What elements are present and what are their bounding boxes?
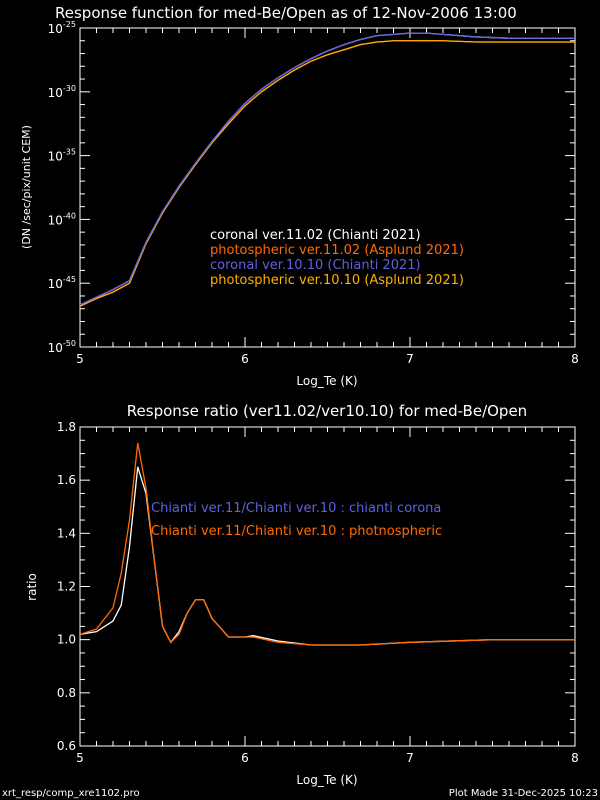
legend-entry: coronal ver.11.02 (Chianti 2021) [210, 228, 421, 243]
top-legend: coronal ver.11.02 (Chianti 2021) photosp… [210, 228, 464, 288]
top-chart-ylabel: (DN /sec/pix/unit CEM) [20, 125, 33, 249]
legend-entry: Chianti ver.11/Chianti ver.10 : chianti … [151, 501, 441, 516]
bottom-chart-ylabel: ratio [25, 573, 39, 601]
top-y-tick-label: 10-25 [48, 20, 76, 36]
bottom-x-tick-label: 6 [241, 751, 249, 765]
footer-right: Plot Made 31-Dec-2025 10:23 [449, 788, 598, 799]
legend-entry: coronal ver.10.10 (Chianti 2021) [210, 258, 421, 273]
top-y-tick-label: 10-35 [48, 148, 76, 164]
legend-entry: Chianti ver.11/Chianti ver.10 : photnosp… [151, 524, 442, 539]
bottom-legend: Chianti ver.11/Chianti ver.10 : chianti … [151, 501, 442, 539]
legend-entry: photospheric ver.10.10 (Asplund 2021) [210, 273, 464, 288]
bottom-y-tick-label: 0.8 [57, 686, 76, 700]
top-y-tick-label: 10-50 [48, 339, 76, 355]
bottom-chart-title: Response ratio (ver11.02/ver10.10) for m… [127, 402, 527, 420]
top-y-tick-label: 10-40 [48, 211, 76, 227]
bottom-series-line [79, 442, 575, 646]
footer-left: xrt_resp/comp_xre1102.pro [2, 788, 140, 799]
bottom-y-tick-label: 1.0 [57, 633, 76, 647]
bottom-plot-frame [79, 426, 576, 747]
bottom-y-tick-label: 0.6 [57, 739, 76, 753]
bottom-y-tick-label: 1.6 [57, 473, 76, 487]
top-x-tick-label: 5 [76, 352, 84, 366]
bottom-y-tick-label: 1.4 [57, 526, 76, 540]
top-x-tick-label: 7 [406, 352, 414, 366]
bottom-x-tick-label: 7 [406, 751, 414, 765]
bottom-y-tick-label: 1.2 [57, 580, 76, 594]
top-y-tick-label: 10-45 [48, 275, 76, 291]
top-chart-title: Response function for med-Be/Open as of … [55, 4, 517, 22]
top-series-line [79, 32, 575, 306]
bottom-x-tick-label: 8 [571, 751, 579, 765]
top-chart-xlabel: Log_Te (K) [296, 374, 357, 388]
bottom-x-tick-label: 5 [76, 751, 84, 765]
top-y-tick-label: 10-30 [48, 84, 76, 100]
legend-entry: photospheric ver.11.02 (Asplund 2021) [210, 243, 464, 258]
bottom-chart-xlabel: Log_Te (K) [296, 773, 357, 787]
top-plot-frame [79, 27, 576, 348]
top-x-tick-label: 6 [241, 352, 249, 366]
bottom-y-tick-label: 1.8 [57, 420, 76, 434]
top-x-tick-label: 8 [571, 352, 579, 366]
